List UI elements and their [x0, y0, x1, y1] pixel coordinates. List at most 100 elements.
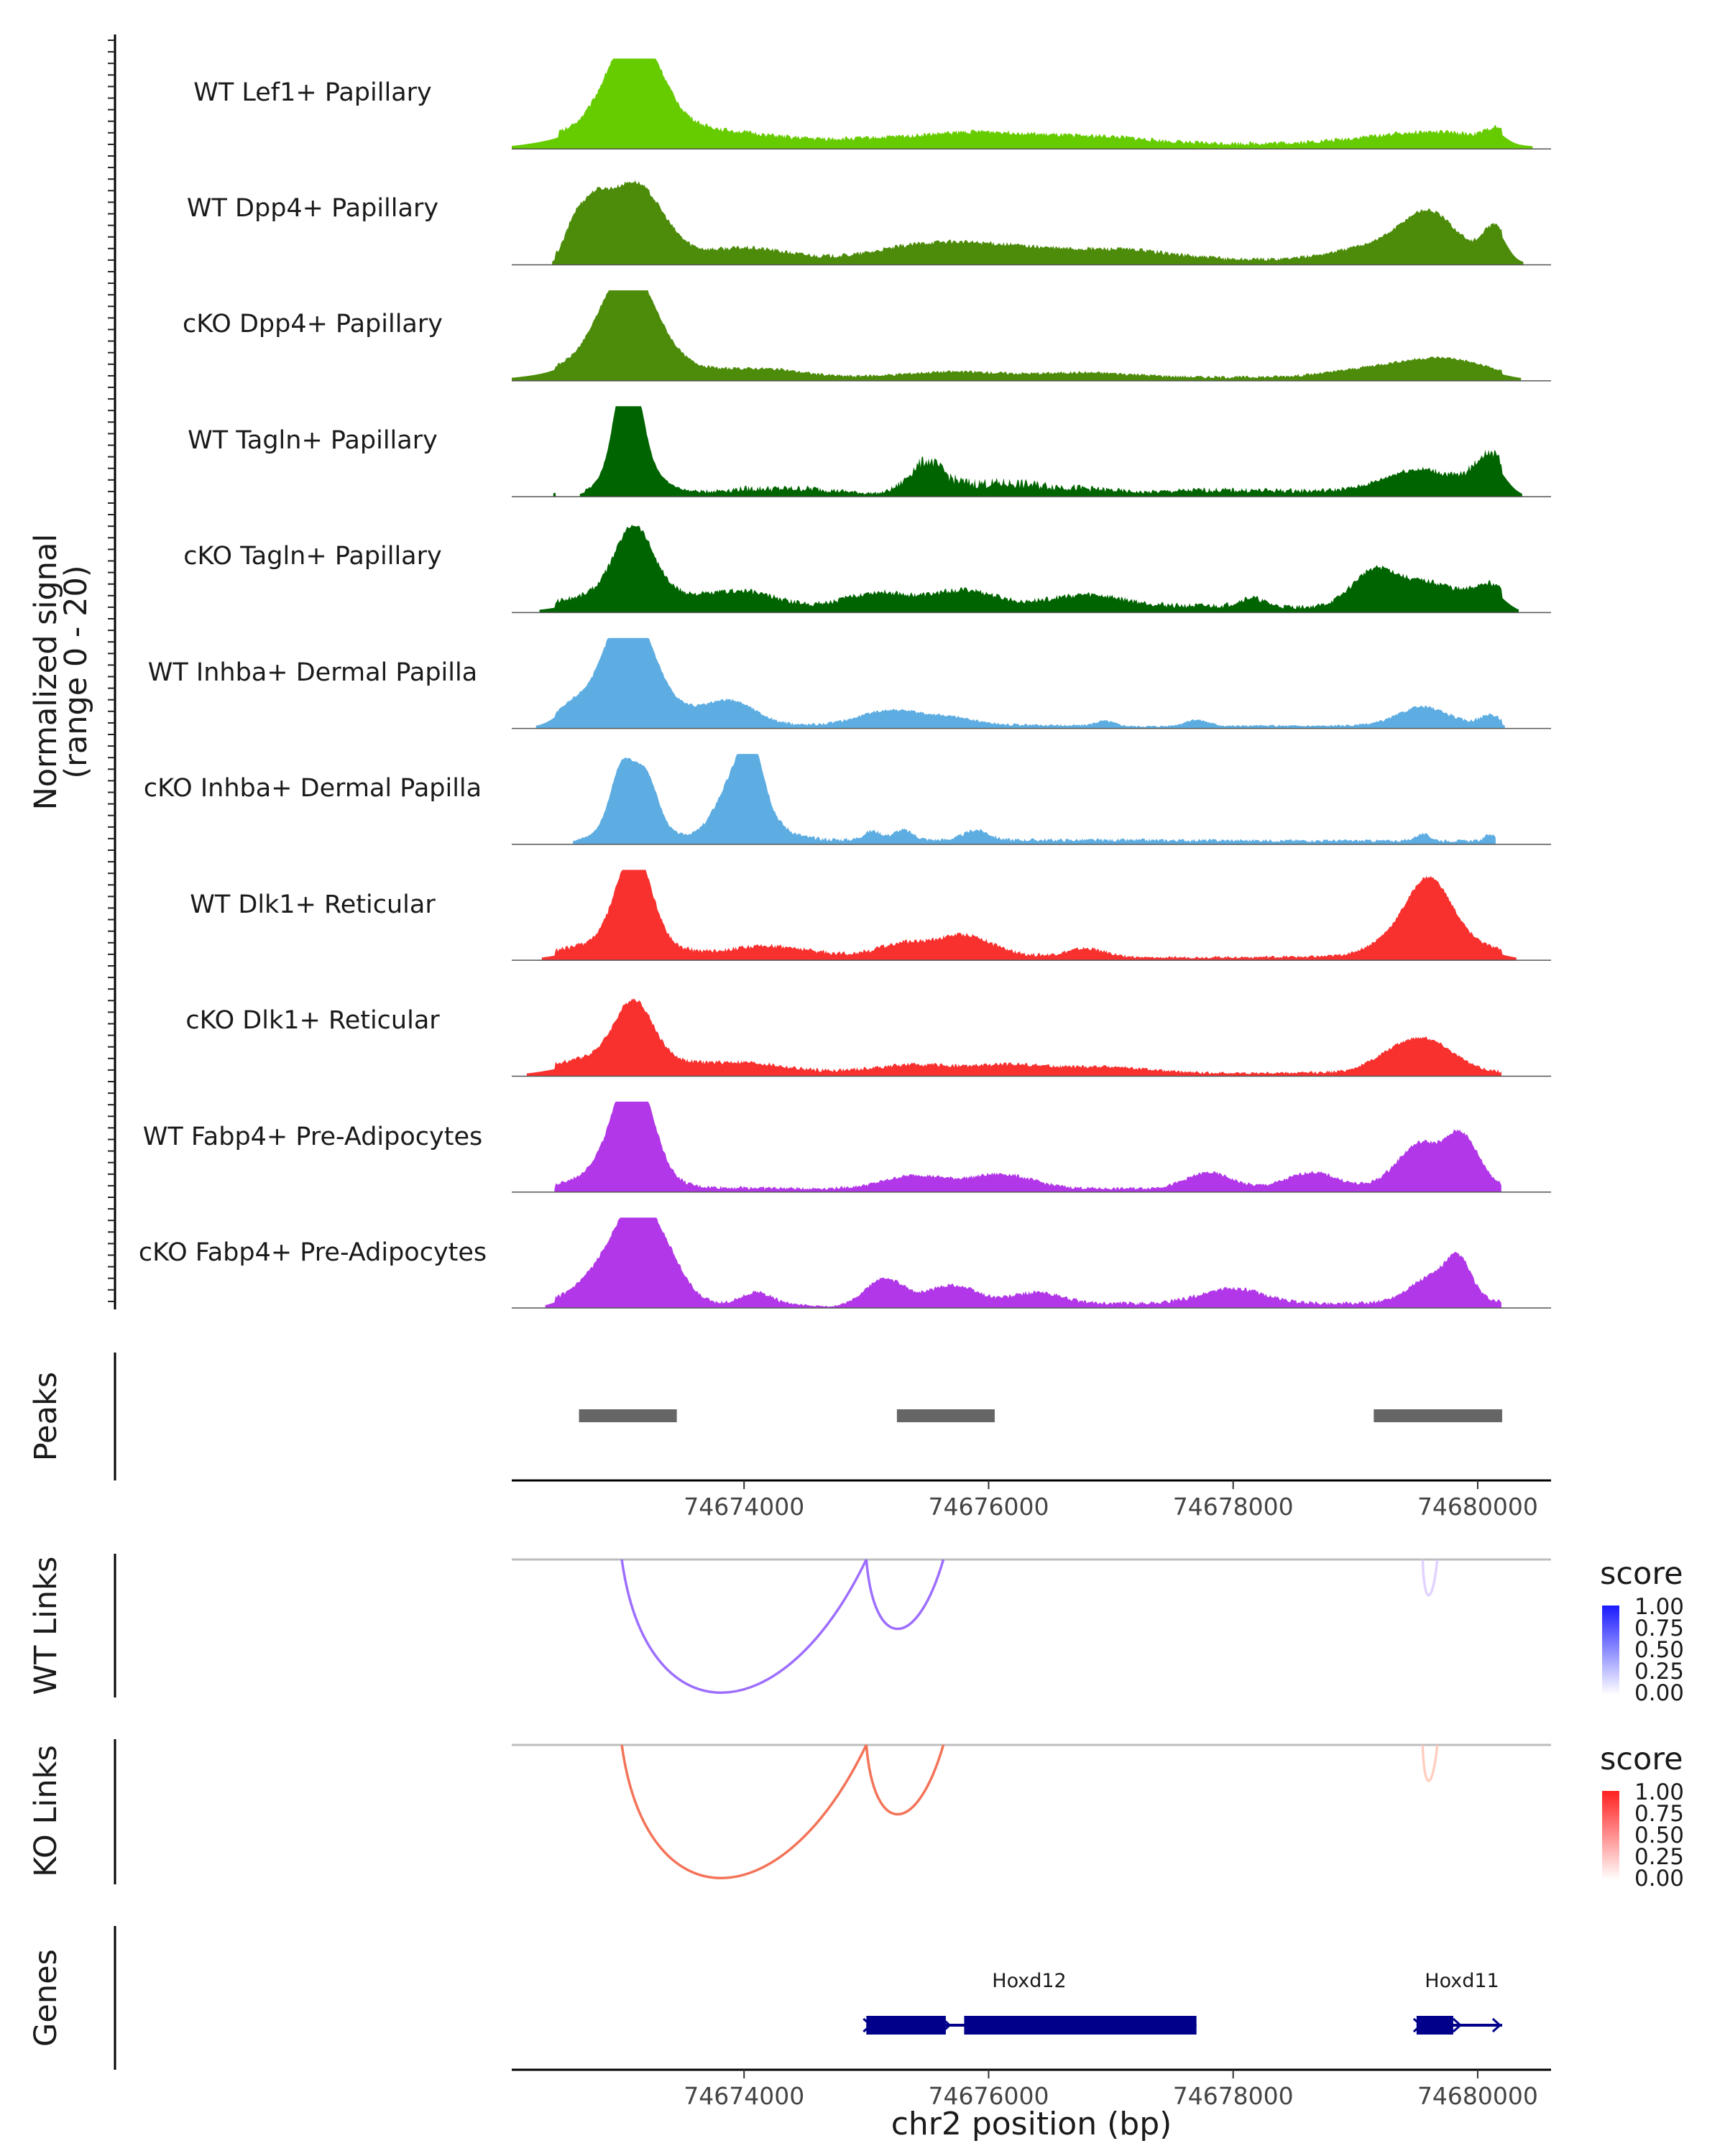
ko-link-arcs: [620, 1744, 1439, 1879]
coverage-area: [539, 525, 1519, 613]
ko-links-section: KO Links score 1.00 0.75 0.50 0.25 0.00: [28, 1739, 1684, 1892]
coverage-area: [554, 1101, 1501, 1192]
x-axis-tick-label: 74678000: [1173, 1493, 1294, 1521]
strand-arrow: [902, 2017, 912, 2033]
coverage-area: [545, 1217, 1501, 1308]
coverage-y-ticks: [108, 40, 115, 1302]
gene-exon: [1416, 2016, 1453, 2035]
coverage-track: [512, 637, 1551, 729]
wt-legend-tick: 0.00: [1634, 1680, 1684, 1706]
coverage-track: [512, 58, 1551, 150]
coverage-area: [512, 58, 1533, 149]
track-label: WT Tagln+ Papillary: [188, 426, 438, 455]
track-areas: [512, 58, 1551, 1309]
ko-legend-title: score: [1600, 1741, 1683, 1777]
track-label: cKO Dpp4+ Papillary: [183, 310, 443, 338]
link-arc: [865, 1744, 945, 1816]
peaks-label: Peaks: [28, 1372, 64, 1462]
wt-legend-title: score: [1600, 1556, 1683, 1592]
track-label: WT Dpp4+ Papillary: [187, 194, 438, 223]
x-axis-tick-label: 74680000: [1417, 1493, 1538, 1521]
wt-link-arcs: [620, 1559, 1439, 1694]
coverage-section: Normalized signal (range 0 - 20) WT Lef1…: [28, 34, 1551, 1309]
gene-models: [862, 2016, 1502, 2035]
coverage-track: [512, 1101, 1551, 1193]
link-arc: [1421, 1744, 1439, 1782]
strand-arrow: [1491, 2017, 1502, 2033]
genes-label: Genes: [28, 1949, 64, 2047]
track-labels: WT Lef1+ Papillary WT Dpp4+ Papillary cK…: [139, 78, 487, 1267]
peaks-section: Peaks 74674000 74676000 74678000 74680000: [28, 1353, 1551, 1521]
x-axis-title: chr2 position (bp): [891, 2106, 1172, 2142]
coverage-area: [579, 406, 1522, 497]
x-axis-tick-label: 74674000: [684, 1493, 804, 1521]
ko-score-legend: score 1.00 0.75 0.50 0.25 0.00: [1600, 1741, 1684, 1892]
strand-arrow: [981, 2017, 991, 2033]
x-axis-tick-label: 74680000: [1417, 2082, 1538, 2110]
strand-arrow: [942, 2017, 952, 2033]
peak-bars: [579, 1409, 1502, 1422]
coverage-area: [552, 180, 1524, 265]
x-axis-tick-label: 74678000: [1173, 2082, 1294, 2110]
strand-arrow: [1060, 2017, 1070, 2033]
coverage-y-label-line2: (range 0 - 20): [58, 565, 94, 778]
coverage-track: [512, 406, 1551, 497]
ko-legend-colorbar: [1602, 1791, 1619, 1880]
track-label: WT Dlk1+ Reticular: [190, 890, 436, 919]
strand-arrow: [1021, 2017, 1031, 2033]
track-label: cKO Tagln+ Papillary: [183, 542, 442, 571]
wt-legend-colorbar: [1602, 1606, 1619, 1695]
wt-legend-tick: 0.50: [1634, 1637, 1684, 1663]
track-label: WT Inhba+ Dermal Papilla: [148, 658, 477, 687]
wt-legend-ticks: 1.00 0.75 0.50 0.25 0.00: [1634, 1594, 1684, 1706]
coverage-track: [512, 1217, 1551, 1309]
ko-legend-ticks: 1.00 0.75 0.50 0.25 0.00: [1634, 1779, 1684, 1892]
strand-arrow: [1452, 2017, 1463, 2033]
wt-legend-tick: 0.25: [1634, 1659, 1684, 1685]
link-arc: [620, 1559, 868, 1694]
coverage-track: [512, 998, 1551, 1077]
gene-model: [1412, 2016, 1502, 2035]
coverage-area: [535, 637, 1505, 729]
ko-legend-tick: 0.50: [1634, 1823, 1684, 1848]
track-label: WT Fabp4+ Pre-Adipocytes: [143, 1123, 482, 1151]
strand-arrow: [862, 2017, 873, 2033]
wt-links-label: WT Links: [28, 1557, 64, 1695]
peaks-x-axis: 74674000 74676000 74678000 74680000: [684, 1480, 1538, 1521]
coverage-area: [553, 492, 556, 497]
x-axis-tick-label: 74674000: [684, 2082, 804, 2110]
peak-region: [579, 1409, 677, 1422]
wt-legend-tick: 0.75: [1634, 1616, 1684, 1641]
link-arc: [1421, 1559, 1439, 1597]
x-axis-tick-label: 74676000: [928, 2082, 1049, 2110]
ko-legend-tick: 0.25: [1634, 1844, 1684, 1870]
strand-arrow: [1100, 2017, 1110, 2033]
coverage-area: [526, 998, 1501, 1077]
gene-exon: [866, 2016, 946, 2035]
track-label: cKO Inhba+ Dermal Papilla: [144, 774, 482, 803]
gene-label-hoxd12: Hoxd12: [992, 1970, 1066, 1992]
strand-arrow: [1139, 2017, 1149, 2033]
coverage-track: [512, 870, 1551, 961]
ko-legend-tick: 0.00: [1634, 1866, 1684, 1892]
genes-section: Genes Hoxd12 Hoxd11 74674000 74676000 7467…: [28, 1926, 1551, 2142]
peak-region: [896, 1409, 995, 1422]
track-label: WT Lef1+ Papillary: [193, 78, 432, 107]
strand-arrow: [1179, 2017, 1189, 2033]
ko-legend-tick: 0.75: [1634, 1801, 1684, 1827]
coverage-area: [541, 870, 1517, 961]
coverage-track: [512, 290, 1551, 382]
gene-label-hoxd11: Hoxd11: [1425, 1970, 1499, 1992]
strand-arrow: [1412, 2017, 1423, 2033]
coverage-y-label-line1: Normalized signal: [28, 534, 64, 811]
peak-region: [1374, 1409, 1502, 1422]
track-label: cKO Fabp4+ Pre-Adipocytes: [139, 1238, 487, 1267]
coverage-area: [573, 754, 1496, 844]
coverage-track: [512, 525, 1551, 614]
coverage-track: [512, 754, 1551, 845]
gene-model: [862, 2016, 1197, 2035]
link-arc: [865, 1559, 945, 1631]
track-label: cKO Dlk1+ Reticular: [185, 1006, 440, 1035]
ko-links-label: KO Links: [28, 1745, 64, 1877]
